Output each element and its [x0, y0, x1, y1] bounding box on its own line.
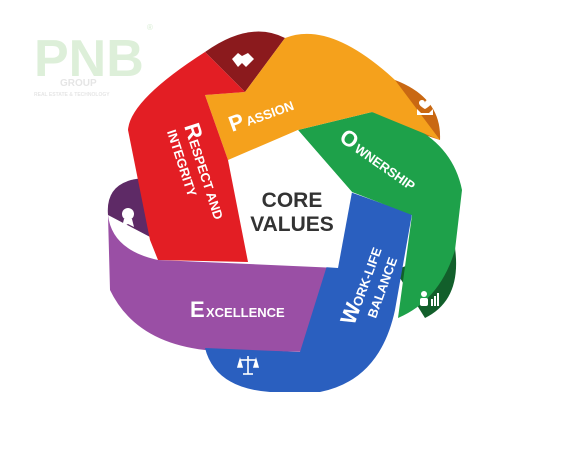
- label-excellence-rest: XCELLENCE: [206, 305, 285, 320]
- label-excellence-cap: E: [190, 297, 205, 322]
- scales-icon: [236, 356, 260, 375]
- center-title-line1: CORE: [262, 189, 323, 212]
- people-chart-icon: [420, 291, 439, 306]
- band-passion: [205, 33, 440, 160]
- band-respect-integrity: [128, 52, 248, 262]
- heart-hands-icon: [417, 100, 433, 115]
- center-title-line2: VALUES: [250, 213, 334, 236]
- pnb-logo: PNB ® GROUP REAL ESTATE & TECHNOLOGY: [34, 23, 153, 98]
- logo-mark: PNB: [34, 30, 144, 88]
- award-icon: [122, 208, 134, 227]
- label-respect-cap: R: [179, 120, 208, 143]
- center-pentagon: [230, 130, 352, 268]
- band-ownership: [298, 112, 462, 318]
- logo-tagline: REAL ESTATE & TECHNOLOGY: [34, 92, 110, 98]
- band-work-life-balance: [205, 192, 412, 392]
- handshake-icon: [232, 53, 254, 67]
- band-excellence: [108, 215, 338, 352]
- logo-registered: ®: [147, 23, 153, 32]
- logo-group: GROUP: [60, 78, 97, 89]
- label-excellence: E XCELLENCE: [190, 297, 285, 322]
